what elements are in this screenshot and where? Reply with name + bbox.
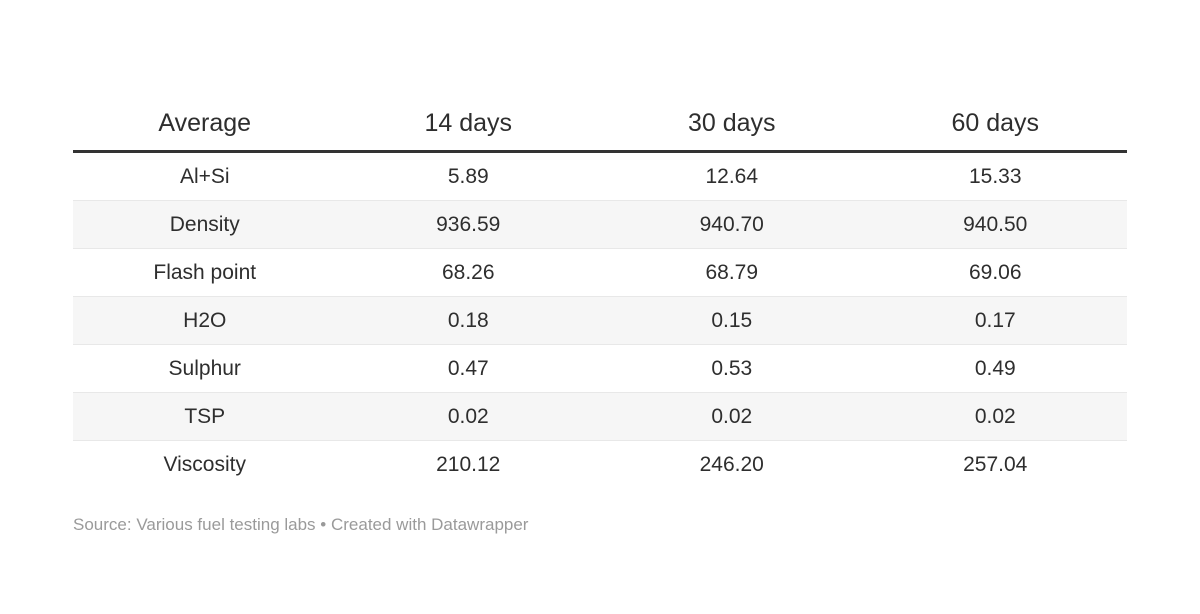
cell-value: 210.12	[336, 440, 600, 488]
dot-separator: •	[320, 515, 327, 534]
cell-value: 0.02	[863, 392, 1127, 441]
cell-value: 936.59	[336, 200, 600, 249]
cell-value: 0.02	[600, 392, 864, 441]
cell-value: 0.02	[336, 392, 600, 441]
table-row: Viscosity 210.12 246.20 257.04	[73, 440, 1127, 488]
fuel-averages-table: Average 14 days 30 days 60 days Al+Si 5.89 12…	[73, 96, 1127, 488]
cell-value: 246.20	[600, 440, 864, 488]
cell-value: 0.15	[600, 296, 864, 345]
row-label: Viscosity	[73, 440, 337, 488]
column-header: Average	[73, 96, 337, 153]
column-header: 14 days	[336, 96, 600, 153]
cell-value: 0.49	[863, 344, 1127, 393]
cell-value: 257.04	[863, 440, 1127, 488]
column-header: 60 days	[863, 96, 1127, 153]
table-row: TSP 0.02 0.02 0.02	[73, 392, 1127, 441]
table-header-row: Average 14 days 30 days 60 days	[73, 96, 1127, 153]
cell-value: 0.18	[336, 296, 600, 345]
cell-value: 5.89	[447, 164, 489, 188]
table-row: H2O 0.18 0.15 0.17	[73, 296, 1127, 345]
row-label: TSP	[73, 392, 337, 441]
cell-value: 940.70	[600, 200, 864, 249]
table-row: Sulphur 0.47 0.53 0.49	[73, 344, 1127, 393]
table-row: Al+Si 5.89 12.64 15.33	[73, 152, 1127, 201]
source-line: Source: Various fuel testing labs • Crea…	[73, 515, 1127, 535]
table-body: Al+Si 5.89 12.64 15.33 Density 936.59 940.70 94…	[73, 152, 1127, 488]
cell-value: 69.06	[863, 248, 1127, 297]
cell-value: 15.33	[968, 164, 1022, 188]
table-row: Flash point 68.26 68.79 69.06	[73, 248, 1127, 297]
row-label: Al+Si	[179, 164, 230, 188]
source-text: Various fuel testing labs	[136, 515, 316, 534]
column-header: 30 days	[600, 96, 864, 153]
table-row: Density 936.59 940.70 940.50	[73, 200, 1127, 249]
attribution-text: Created with Datawrapper	[330, 515, 529, 534]
row-label: Flash point	[73, 248, 337, 297]
cell-value: 940.50	[863, 200, 1127, 249]
cell-value: 0.53	[600, 344, 864, 393]
cell-value: 68.26	[336, 248, 600, 297]
source-label: Source:	[73, 515, 132, 534]
row-label: H2O	[73, 296, 337, 345]
row-label: Density	[73, 200, 337, 249]
table-head: Average 14 days 30 days 60 days	[73, 96, 1127, 153]
cell-value: 12.64	[705, 164, 759, 188]
cell-value: 0.17	[863, 296, 1127, 345]
cell-value: 0.47	[336, 344, 600, 393]
cell-value: 68.79	[600, 248, 864, 297]
row-label: Sulphur	[73, 344, 337, 393]
